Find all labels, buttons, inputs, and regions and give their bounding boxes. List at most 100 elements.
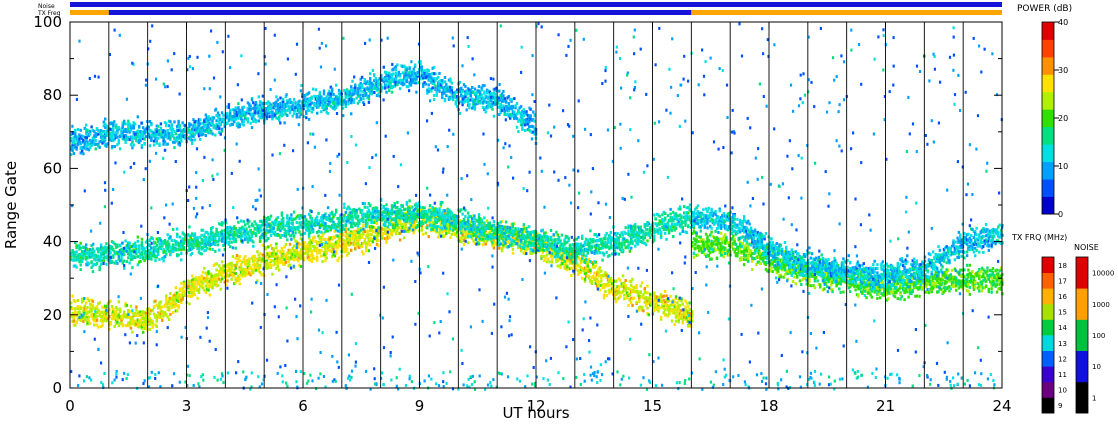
echo-cell <box>310 240 313 244</box>
echo-cell <box>218 270 221 274</box>
echo-cell <box>562 256 565 259</box>
echo-cell <box>362 241 365 245</box>
echo-cell <box>171 300 175 304</box>
echo-cell <box>515 237 519 241</box>
echo-cell <box>424 220 428 224</box>
echo-cell <box>138 310 141 314</box>
echo-cell <box>369 229 372 233</box>
echo-cell <box>316 222 319 226</box>
echo-cell <box>422 218 425 222</box>
echo-cell <box>423 206 426 210</box>
echo-cell <box>555 260 558 264</box>
echo-cell <box>604 272 607 276</box>
echo-cell <box>258 229 262 233</box>
echo-cell <box>522 223 525 227</box>
echo-cell <box>427 219 430 223</box>
echo-cell <box>324 250 327 254</box>
echo-cell <box>267 256 270 260</box>
echo-cell <box>238 234 241 238</box>
echo-cell <box>638 308 641 312</box>
echo-cell <box>396 210 399 213</box>
echo-cell <box>204 248 207 252</box>
echo-cell <box>483 221 486 225</box>
echo-cell <box>507 236 511 240</box>
echo-cell <box>104 255 107 259</box>
echo-cell <box>231 226 235 230</box>
echo-cell <box>398 218 402 222</box>
echo-cell <box>530 230 534 234</box>
echo-cell <box>394 232 398 236</box>
echo-cell <box>426 226 429 230</box>
echo-cell <box>258 226 262 230</box>
echo-cell <box>181 286 184 290</box>
echo-cell <box>544 231 547 235</box>
echo-cell <box>456 219 459 223</box>
echo-cell <box>439 222 443 226</box>
echo-cell <box>538 240 542 244</box>
echo-cell <box>428 224 432 228</box>
echo-cell <box>244 262 247 265</box>
echo-cell <box>510 222 513 226</box>
echo-cell <box>363 240 366 244</box>
echo-cell <box>244 233 247 237</box>
echo-cell <box>211 233 214 237</box>
echo-cell <box>176 232 179 236</box>
echo-cell <box>447 215 451 219</box>
echo-cell <box>591 265 595 269</box>
echo-cell <box>568 250 572 254</box>
echo-cell <box>222 244 225 247</box>
echo-cell <box>87 310 91 314</box>
echo-cell <box>608 283 611 287</box>
echo-cell <box>347 251 350 255</box>
echo-cell <box>461 230 464 234</box>
echo-cell <box>93 306 96 310</box>
echo-cell <box>273 260 277 264</box>
echo-cell <box>681 319 684 323</box>
echo-cell <box>519 234 523 238</box>
echo-cell <box>173 247 176 251</box>
echo-cell <box>371 230 375 233</box>
echo-cell <box>238 267 241 271</box>
echo-cell <box>220 223 224 227</box>
echo-cell <box>95 314 99 318</box>
echo-cell <box>316 251 319 255</box>
echo-cell <box>224 238 228 242</box>
echo-cell <box>227 234 231 238</box>
echo-cell <box>324 216 327 220</box>
echo-cell <box>441 200 444 204</box>
echo-cell <box>276 258 279 262</box>
echo-cell <box>244 223 247 227</box>
echo-cell <box>430 218 433 222</box>
echo-cell <box>590 282 593 285</box>
echo-cell <box>538 248 542 252</box>
echo-cell <box>186 240 190 243</box>
echo-cell <box>479 229 482 233</box>
echo-cell <box>525 248 528 252</box>
echo-cell <box>257 264 260 268</box>
echo-cell <box>272 263 275 267</box>
echo-cell <box>669 307 672 311</box>
echo-cell <box>347 213 350 217</box>
echo-cell <box>533 233 536 237</box>
echo-cell <box>173 298 176 302</box>
echo-cell <box>411 219 414 223</box>
echo-cell <box>420 224 424 228</box>
echo-cell <box>117 250 120 254</box>
echo-cell <box>101 259 104 263</box>
echo-cell <box>128 241 131 245</box>
echo-cell <box>502 232 505 236</box>
echo-cell <box>275 217 278 221</box>
echo-cell <box>684 299 687 303</box>
echo-cell <box>590 280 593 284</box>
echo-cell <box>173 239 176 243</box>
echo-cell <box>325 218 328 222</box>
echo-cell <box>297 225 300 229</box>
echo-cell <box>104 304 107 308</box>
echo-cell <box>451 219 455 223</box>
echo-cell <box>151 237 154 240</box>
echo-cell <box>101 318 104 322</box>
echo-cell <box>147 249 150 253</box>
echo-cell <box>568 243 572 247</box>
echo-cell <box>668 299 671 303</box>
echo-cell <box>385 219 388 223</box>
